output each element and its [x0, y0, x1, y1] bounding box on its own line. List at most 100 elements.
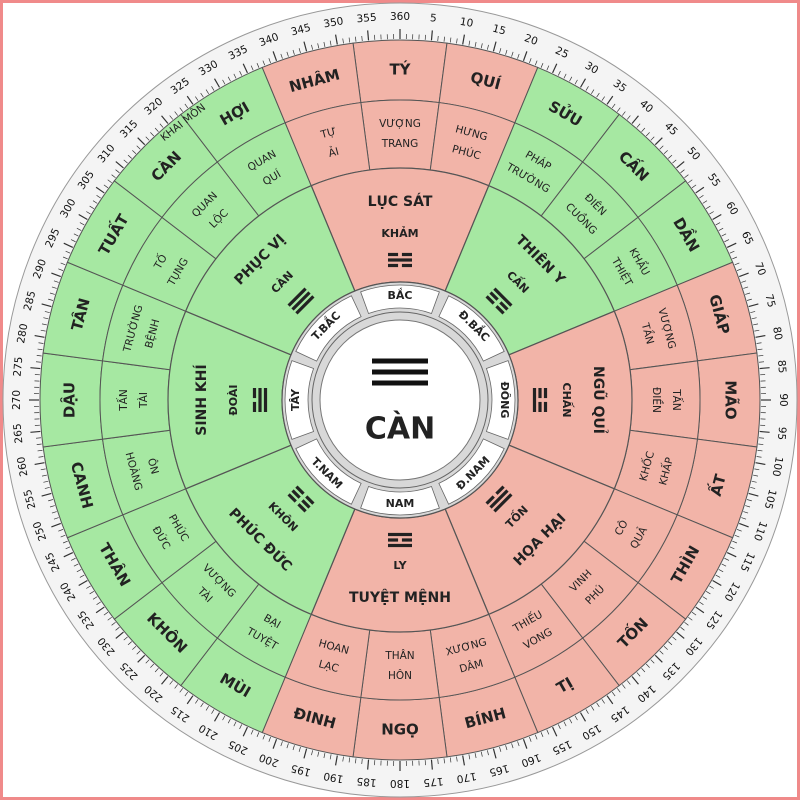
palace-name: TUYỆT MỆNH [349, 588, 451, 606]
degree-tick [272, 51, 278, 61]
degree-tick [242, 63, 248, 74]
degree-tick [486, 750, 489, 756]
degree-tick [169, 115, 174, 120]
degree-tick [569, 76, 573, 82]
degree-label: 355 [356, 12, 377, 26]
degree-tick [540, 62, 544, 68]
degree-tick [721, 233, 727, 237]
trigram-line [372, 369, 428, 375]
degree-tick [329, 40, 332, 46]
degree-tick [242, 726, 248, 737]
degree-tick [684, 621, 689, 626]
degree-tick [107, 179, 112, 184]
degree-tick [641, 668, 646, 673]
trigram-symbol [287, 287, 315, 315]
trigram-line [305, 495, 315, 505]
degree-tick [78, 213, 88, 221]
degree-tick [200, 702, 204, 708]
degree-tick [317, 751, 320, 757]
degree-tick [53, 517, 59, 520]
trigram-line [388, 532, 412, 537]
degree-tick [222, 79, 226, 85]
degree-tick [195, 96, 199, 101]
trigram-line [485, 295, 495, 305]
degree-tick [103, 184, 109, 189]
degree-tick [34, 462, 45, 466]
degree-tick [746, 298, 752, 301]
degree-tick [38, 456, 44, 458]
degree-label: 5 [430, 12, 438, 25]
degree-tick [468, 754, 471, 760]
degree-label: 260 [15, 456, 30, 478]
degree-tick [645, 663, 650, 668]
degree-tick [41, 492, 52, 497]
degree-tick [41, 323, 47, 326]
degree-tick [96, 601, 101, 605]
direction-cell [295, 438, 362, 505]
degree-tick [89, 591, 95, 595]
degree-tick [529, 58, 532, 64]
degree-tick [522, 739, 528, 749]
trigram-line [489, 489, 509, 509]
degree-tick [150, 663, 155, 668]
degree-tick [755, 334, 766, 338]
trigram-symbol [287, 485, 315, 513]
degree-tick [552, 726, 558, 737]
degree-tick [34, 334, 45, 338]
degree-tick [205, 705, 209, 711]
degree-tick [621, 111, 626, 116]
degree-label: 195 [290, 762, 312, 779]
degree-tick [699, 601, 704, 605]
mountain-label: TỊ [553, 674, 576, 698]
degree-tick [563, 73, 567, 79]
degree-tick [756, 342, 762, 344]
trigram-line [493, 287, 513, 307]
degree-tick [611, 691, 616, 697]
trigram-line [543, 401, 548, 412]
trigram-symbol [532, 388, 548, 412]
degree-tick [361, 758, 363, 765]
degree-tick [70, 239, 76, 243]
degree-label: 25 [553, 45, 570, 62]
degree-tick [757, 348, 763, 351]
palace-name: NGŨ QUỈ [590, 366, 609, 434]
degree-tick [480, 751, 483, 757]
degree-tick [233, 721, 237, 727]
degree-tick [268, 736, 271, 742]
degree-tick [745, 505, 751, 508]
degree-tick [159, 672, 164, 677]
degree-tick [750, 486, 756, 489]
degree-tick [736, 268, 742, 271]
degree-tick [745, 292, 751, 295]
degree-tick [65, 546, 71, 550]
degree-label: 105 [762, 488, 779, 510]
degree-tick [654, 654, 663, 663]
degree-label: 345 [290, 22, 312, 39]
degree-tick [186, 695, 194, 705]
degree-tick [741, 280, 747, 283]
star-label: ẢI [327, 144, 341, 160]
trigram-line [291, 489, 301, 499]
center-label: CÀN [365, 411, 435, 447]
degree-tick [757, 449, 763, 452]
trigram-line [401, 538, 412, 542]
degree-tick [60, 534, 66, 538]
degree-label: 275 [12, 356, 26, 377]
trigram-line [258, 388, 262, 412]
degree-tick [35, 437, 42, 439]
degree-tick [672, 159, 677, 164]
degree-tick [367, 30, 370, 41]
degree-label: 175 [423, 775, 444, 789]
degree-label: 285 [22, 290, 39, 312]
star-label: HÔN [388, 669, 412, 682]
degree-tick [443, 36, 445, 42]
degree-tick [546, 729, 550, 735]
trigram-line [287, 493, 297, 503]
degree-tick [709, 585, 714, 589]
degree-tick [262, 734, 266, 740]
degree-tick [751, 480, 757, 483]
degree-tick [41, 303, 52, 308]
degree-tick [732, 540, 738, 544]
degree-tick [480, 43, 483, 49]
degree-tick [601, 96, 605, 101]
